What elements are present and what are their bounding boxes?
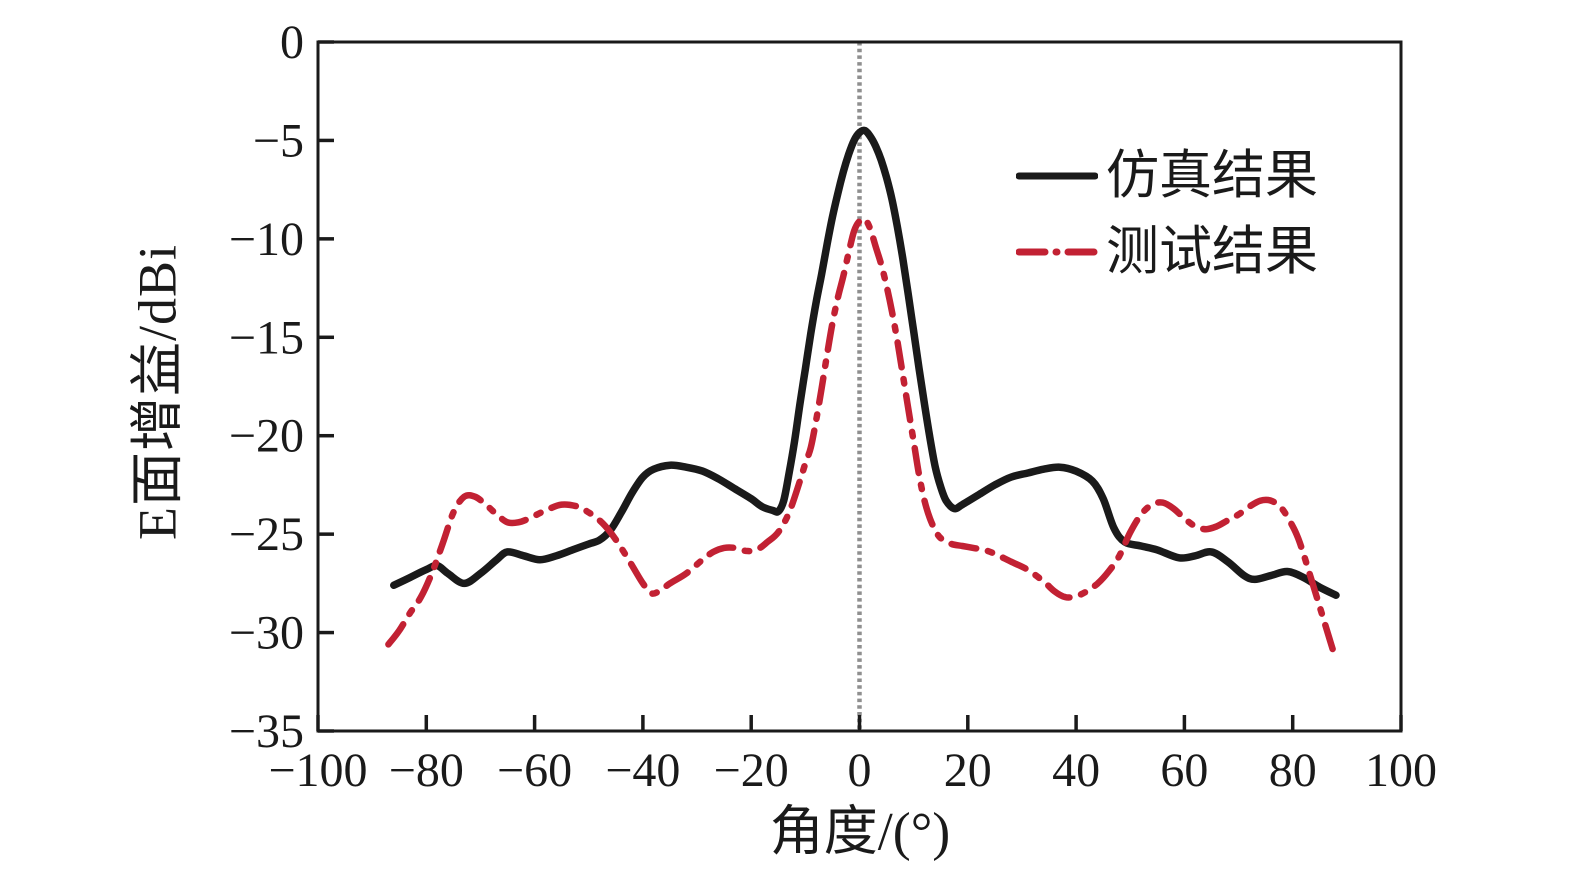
y-tick-label: −25 bbox=[229, 508, 304, 561]
legend-label-simulation: 仿真结果 bbox=[1106, 146, 1318, 205]
y-tick-label: −20 bbox=[229, 410, 304, 463]
series-curve-0 bbox=[390, 126, 1340, 599]
x-tick-label: 80 bbox=[1269, 744, 1317, 797]
y-tick-label: 0 bbox=[280, 16, 304, 69]
x-axis-label: 角度/(°) bbox=[769, 801, 951, 862]
dash-dot-line-swatch bbox=[1016, 248, 1098, 256]
legend-label-test: 测试结果 bbox=[1106, 222, 1318, 281]
x-tick-label: −60 bbox=[497, 744, 572, 797]
y-tick-label: −30 bbox=[229, 607, 304, 660]
solid-line-swatch bbox=[1016, 172, 1098, 180]
x-tick-label: 100 bbox=[1365, 744, 1437, 797]
y-axis-label: E面增益/dBi bbox=[127, 243, 188, 541]
x-tick-label: 60 bbox=[1160, 744, 1208, 797]
legend-item-simulation: 仿真结果 bbox=[1016, 138, 1318, 214]
y-tick-label: −5 bbox=[253, 114, 304, 167]
x-tick-label: −100 bbox=[268, 744, 367, 797]
x-tick-label: 0 bbox=[848, 744, 872, 797]
legend: 仿真结果 测试结果 bbox=[1016, 138, 1318, 290]
x-tick-label: −40 bbox=[605, 744, 680, 797]
x-tick-label: −80 bbox=[389, 744, 464, 797]
x-tick-label: 20 bbox=[944, 744, 992, 797]
y-tick-label: −10 bbox=[229, 213, 304, 266]
x-tick-label: −20 bbox=[714, 744, 789, 797]
y-tick-label: −35 bbox=[229, 705, 304, 758]
series-curve-1 bbox=[385, 215, 1340, 664]
legend-item-test: 测试结果 bbox=[1016, 214, 1318, 290]
x-tick-label: 40 bbox=[1052, 744, 1100, 797]
y-tick-label: −15 bbox=[229, 311, 304, 364]
